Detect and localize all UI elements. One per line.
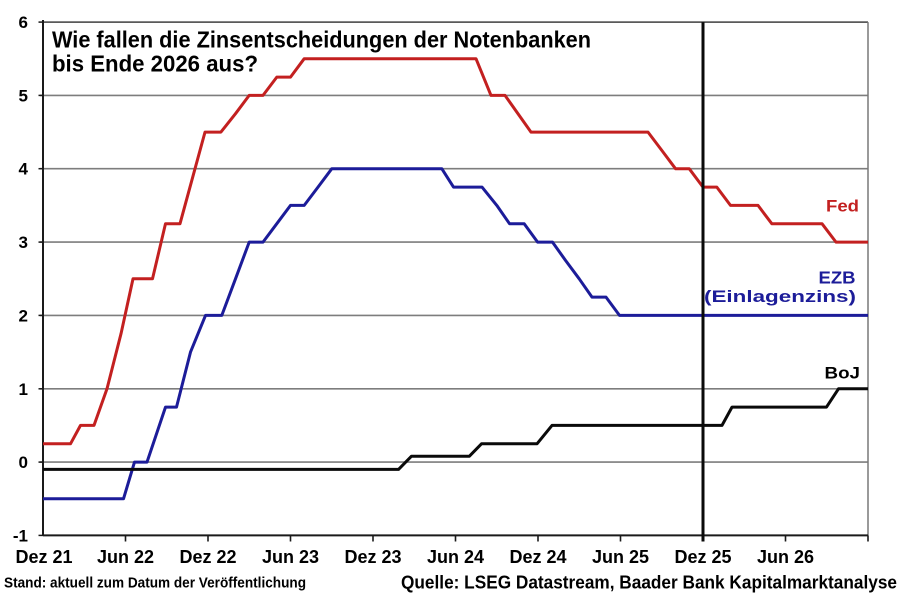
svg-text:Wie fallen die Zinsentscheidun: Wie fallen die Zinsentscheidungen der No… xyxy=(52,27,591,53)
svg-text:Dez 22: Dez 22 xyxy=(179,547,236,567)
svg-text:EZB: EZB xyxy=(819,267,856,287)
svg-text:Fed: Fed xyxy=(826,197,859,216)
svg-text:0: 0 xyxy=(19,453,28,472)
svg-text:bis Ende 2026 aus?: bis Ende 2026 aus? xyxy=(52,51,258,77)
svg-text:4: 4 xyxy=(19,160,29,179)
svg-text:2: 2 xyxy=(19,306,28,325)
svg-text:Quelle: LSEG Datastream, Baade: Quelle: LSEG Datastream, Baader Bank Kap… xyxy=(401,572,897,593)
svg-text:-1: -1 xyxy=(13,526,28,545)
svg-text:(Einlagenzins): (Einlagenzins) xyxy=(704,288,856,306)
svg-text:Dez 21: Dez 21 xyxy=(15,547,72,567)
svg-text:3: 3 xyxy=(19,233,28,252)
svg-text:Jun 22: Jun 22 xyxy=(97,547,154,567)
svg-text:Stand: aktuell zum Datum der V: Stand: aktuell zum Datum der Veröffentli… xyxy=(4,575,306,592)
svg-text:Jun 23: Jun 23 xyxy=(262,547,319,567)
svg-text:Dez 25: Dez 25 xyxy=(674,547,731,567)
svg-text:Dez 24: Dez 24 xyxy=(509,547,566,567)
svg-text:6: 6 xyxy=(19,13,28,32)
svg-text:BoJ: BoJ xyxy=(825,364,861,383)
svg-text:Jun 25: Jun 25 xyxy=(592,547,649,567)
svg-text:Dez 23: Dez 23 xyxy=(344,547,401,567)
svg-text:5: 5 xyxy=(19,86,28,105)
svg-text:Jun 26: Jun 26 xyxy=(757,547,814,567)
svg-text:1: 1 xyxy=(19,380,28,399)
svg-text:Jun 24: Jun 24 xyxy=(427,547,484,567)
